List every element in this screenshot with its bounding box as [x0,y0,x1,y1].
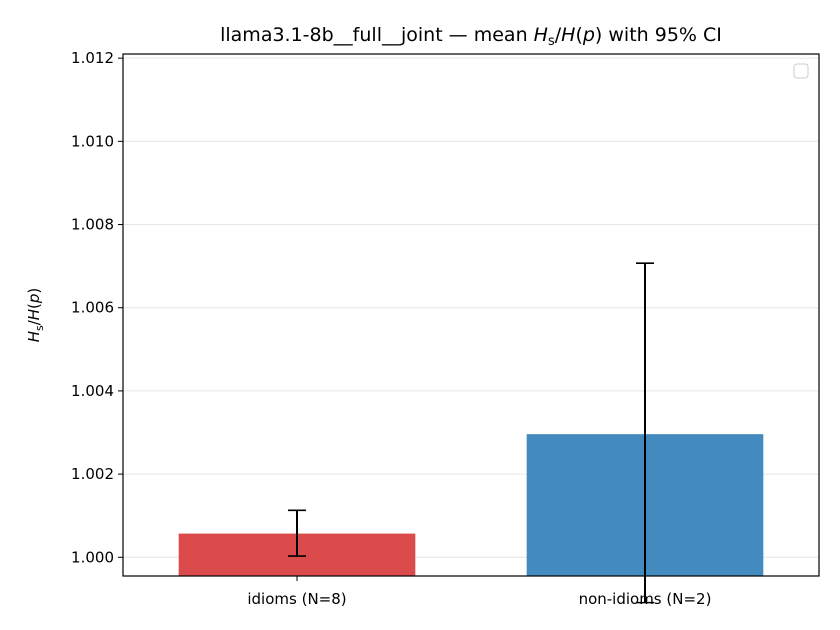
title-h: H [534,24,548,46]
title-paren-open: ( [575,24,582,46]
plot-frame [122,53,820,577]
y-tick-label: 1.010 [71,132,114,150]
legend-box [793,63,809,79]
x-axis-ticks: idioms (N=8) non-idioms (N=2) [247,576,711,608]
y-tick-label: 1.002 [71,465,114,483]
ylabel-paren-open: ( [25,303,43,309]
ylabel-p: p [25,294,43,305]
title-suffix: with 95% CI [602,24,722,46]
y-tick-label: 1.004 [71,382,114,400]
y-tick-label: 1.012 [71,49,114,67]
bars [178,434,764,576]
ylabel-slash: / [25,319,43,325]
y-tick-label: 1.006 [71,299,114,317]
x-tick-label: non-idioms (N=2) [579,590,712,608]
y-tick-label: 1.000 [71,548,114,566]
title-p: p [582,24,595,46]
title-subscript-s: s [548,34,555,49]
ylabel-paren-close: ) [25,288,43,294]
title-slash: / [555,24,562,46]
x-tick-label: idioms (N=8) [247,590,346,608]
title-prefix: llama3.1-8b__full__joint — mean [220,24,534,46]
y-axis-ticks: 1.000 1.002 1.004 1.006 1.008 1.010 1.012 [71,49,123,566]
y-axis-label: Hs/H(p) [25,288,46,343]
grid-lines [123,57,819,558]
y-tick-label: 1.008 [71,216,114,234]
error-bars [288,262,654,604]
title-h2: H [561,24,575,46]
ylabel-subscript-s: s [33,325,46,331]
ylabel-h: H [25,331,43,342]
ylabel-h2: H [25,309,43,320]
title-paren-close: ) [595,24,602,46]
chart-title: llama3.1-8b__full__joint — mean Hs/H(p) … [220,24,722,49]
